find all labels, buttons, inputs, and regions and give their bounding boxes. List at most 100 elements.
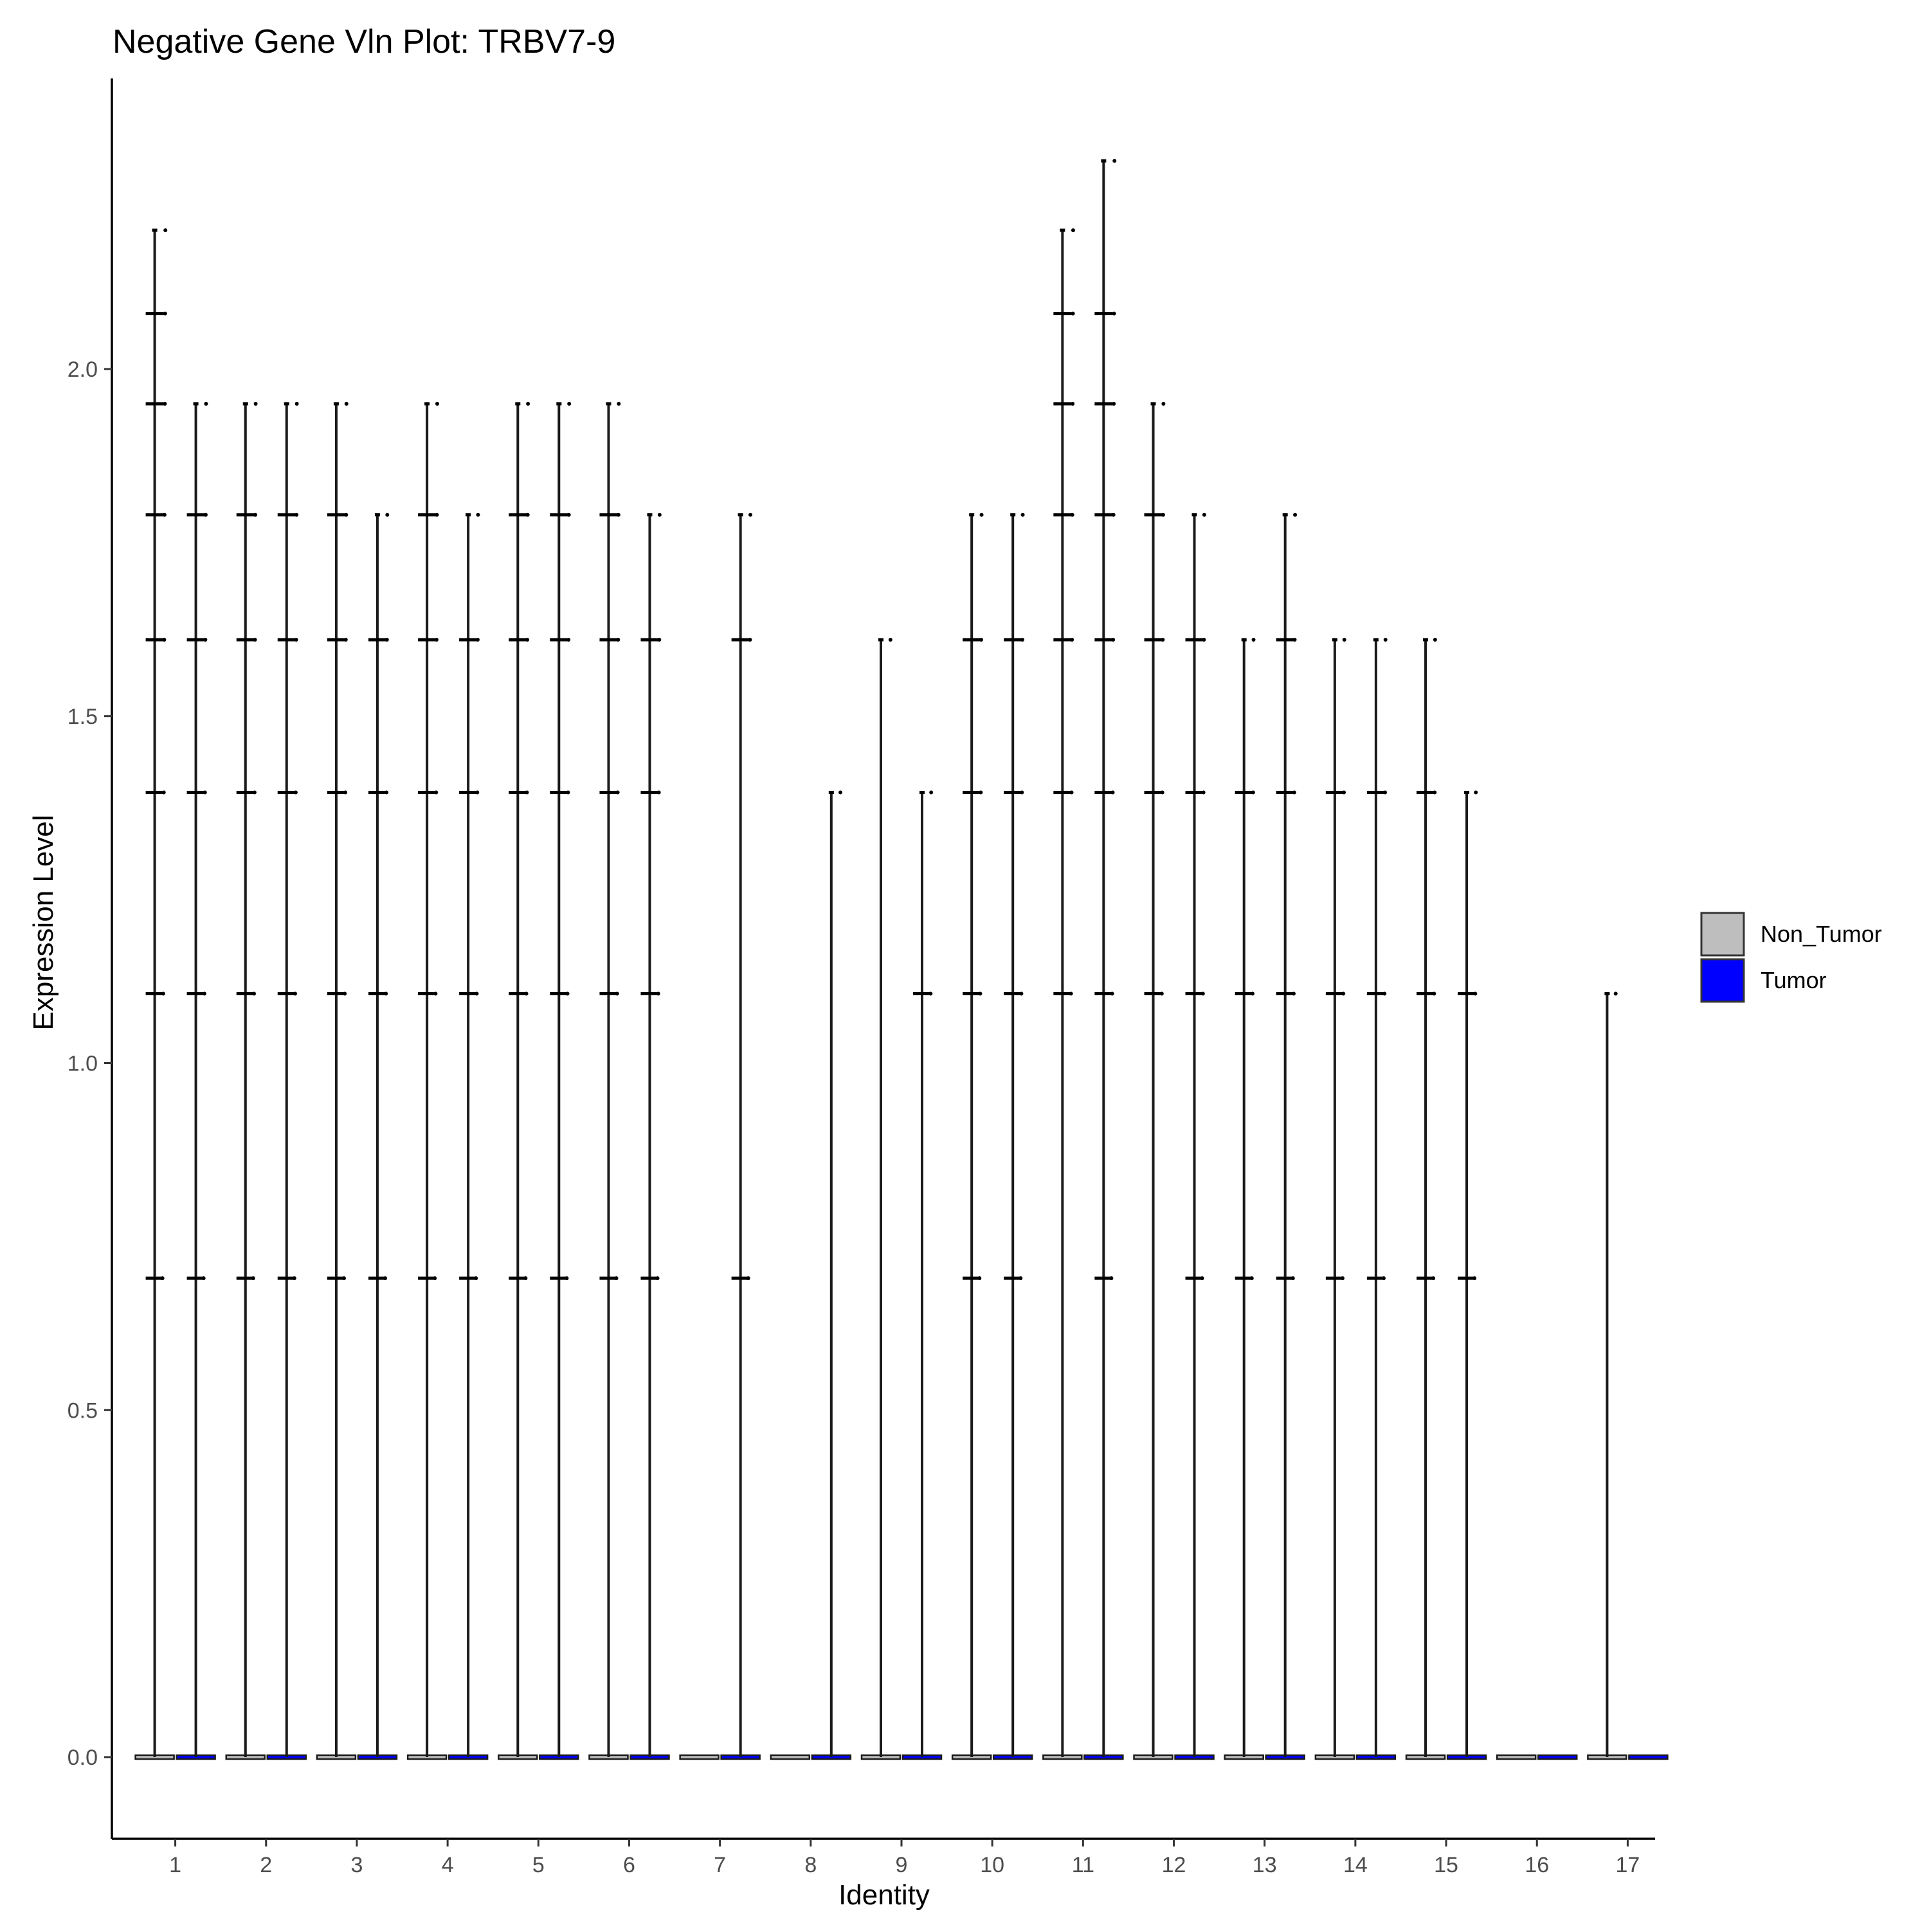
violin-base [679, 1754, 720, 1760]
x-tick-label: 6 [623, 1853, 635, 1877]
jitter-point [435, 512, 439, 517]
x-tick-label: 8 [804, 1853, 817, 1877]
jitter-point [1251, 790, 1255, 795]
jitter-point [615, 790, 620, 795]
violin-non_tumor-6 [588, 401, 629, 1760]
jitter-point [253, 638, 257, 642]
jitter-point [1473, 991, 1478, 996]
jitter-point [1069, 790, 1074, 795]
jitter-point [1342, 638, 1346, 642]
jitter-point [657, 638, 662, 642]
jitter-point [1613, 991, 1618, 996]
jitter-point [1161, 638, 1165, 642]
x-tick-label: 16 [1525, 1853, 1549, 1877]
jitter-point [1200, 991, 1205, 996]
x-tick-label: 11 [1072, 1853, 1094, 1877]
violin-tumor-3 [357, 512, 398, 1760]
jitter-point [566, 790, 570, 795]
jitter-point [1200, 1276, 1204, 1281]
jitter-point [617, 401, 621, 406]
jitter-point [614, 1276, 619, 1281]
jitter-point [1112, 159, 1117, 163]
jitter-point [204, 401, 208, 406]
jitter-point [1161, 401, 1166, 406]
jitter-point [252, 991, 257, 996]
violin-tumor-12 [1174, 512, 1215, 1760]
jitter-point [385, 790, 389, 795]
violin-tumor-13 [1265, 512, 1305, 1760]
violin-non_tumor-10 [951, 512, 992, 1760]
jitter-point [748, 512, 753, 517]
jitter-point [1251, 991, 1255, 996]
jitter-point [251, 1276, 255, 1281]
x-tick-label: 13 [1253, 1853, 1277, 1877]
violin-non_tumor-8 [770, 1754, 811, 1760]
violin-non_tumor-16 [1496, 1754, 1537, 1760]
jitter-point [1109, 1276, 1114, 1281]
jitter-point [1342, 790, 1346, 795]
jitter-point [566, 512, 571, 517]
legend-swatch [1700, 912, 1745, 957]
y-tick-label: 0.5 [68, 1398, 98, 1423]
jitter-point [474, 1276, 478, 1281]
jitter-point [293, 790, 298, 795]
jitter-point [1249, 1276, 1254, 1281]
jitter-point [1112, 311, 1116, 316]
jitter-point [292, 1276, 296, 1281]
violin-non_tumor-3 [316, 401, 357, 1760]
violin-base [770, 1754, 811, 1760]
jitter-point [384, 991, 388, 996]
jitter-point [929, 790, 934, 795]
jitter-point [979, 512, 984, 517]
jitter-point [475, 991, 479, 996]
jitter-point [294, 638, 298, 642]
jitter-point [1071, 401, 1075, 406]
jitter-point [435, 401, 439, 406]
jitter-point [1383, 638, 1388, 642]
violin-non_tumor-2 [225, 401, 266, 1760]
jitter-point [567, 401, 572, 406]
violin-tumor-14 [1355, 638, 1397, 1760]
violin-tumor-17 [1628, 1754, 1669, 1760]
violin-tumor-10 [992, 512, 1033, 1760]
jitter-point [1292, 638, 1297, 642]
jitter-point [1383, 790, 1388, 795]
violin-non_tumor-14 [1314, 638, 1355, 1760]
jitter-point [1433, 790, 1437, 795]
jitter-point [1472, 1276, 1477, 1281]
violin-tumor-1 [176, 401, 216, 1760]
jitter-point [1382, 991, 1387, 996]
jitter-point [657, 790, 661, 795]
jitter-point [1070, 638, 1074, 642]
jitter-point [293, 991, 298, 996]
jitter-point [523, 1276, 528, 1281]
y-tick-label: 0.0 [68, 1746, 98, 1770]
jitter-point [1160, 790, 1164, 795]
jitter-point [1291, 1276, 1295, 1281]
legend-item-non_tumor: Non_Tumor [1700, 912, 1882, 957]
jitter-point [655, 1276, 660, 1281]
jitter-point [163, 228, 168, 233]
jitter-point [1251, 638, 1256, 642]
violin-tumor-4 [448, 512, 489, 1760]
violin-tumor-5 [539, 401, 579, 1760]
jitter-point [253, 401, 258, 406]
jitter-point [383, 1276, 388, 1281]
x-tick-label: 1 [169, 1853, 181, 1877]
violin-non_tumor-4 [406, 401, 448, 1760]
jitter-point [203, 512, 208, 517]
jitter-point [1432, 991, 1436, 996]
jitter-point [433, 991, 438, 996]
jitter-point [1019, 991, 1024, 996]
jitter-point [838, 790, 842, 795]
jitter-point [163, 401, 167, 406]
violin-tumor-2 [266, 401, 307, 1760]
x-tick-label: 2 [260, 1853, 272, 1877]
violin-tumor-9 [901, 790, 943, 1760]
jitter-point [1474, 790, 1478, 795]
violin-non_tumor-11 [1042, 228, 1083, 1760]
jitter-point [163, 311, 167, 316]
plot-area [134, 159, 1669, 1760]
